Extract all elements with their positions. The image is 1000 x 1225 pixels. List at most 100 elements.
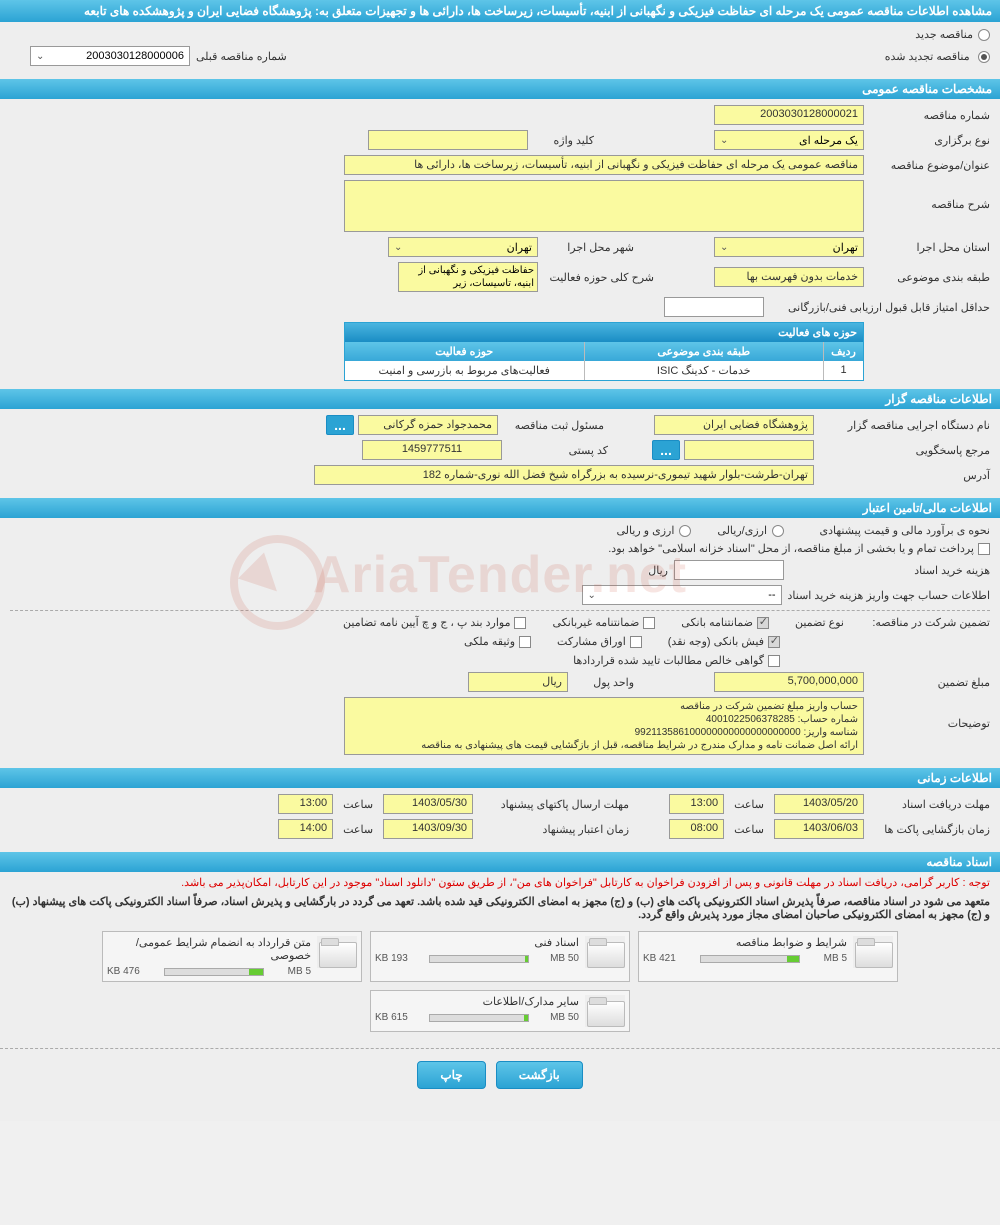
file-box[interactable]: اسناد فنی50 MB193 KB [370, 931, 630, 982]
ellipsis-button[interactable]: ... [652, 440, 680, 460]
col-activity: حوزه فعالیت [345, 342, 584, 361]
cb-bonds[interactable] [630, 636, 642, 648]
cb-cert[interactable] [768, 655, 780, 667]
type-value: یک مرحله ای [799, 134, 858, 147]
field-min-score[interactable] [664, 297, 764, 317]
section-general: مشخصات مناقصه عمومی [0, 79, 1000, 99]
label-time3: ساعت [734, 823, 764, 836]
label-opening: زمان بازگشایی پاکت ها [870, 823, 990, 836]
file-progress: 5 MB476 KB [107, 966, 311, 977]
label-category: طبقه بندی موضوعی [870, 271, 990, 284]
label-time4: ساعت [343, 823, 373, 836]
chevron-down-icon: ⌄ [720, 135, 728, 146]
cell-cat: خدمات - کدینگ ISIC [584, 361, 824, 380]
textarea-notes[interactable]: حساب واریز مبلغ تضمین شرکت در مناقصه شما… [344, 697, 864, 755]
file-title: اسناد فنی [375, 936, 579, 949]
field-subject: مناقصه عمومی یک مرحله ای حفاظت فیزیکی و … [344, 155, 864, 175]
label-receive-deadline: مهلت دریافت اسناد [870, 798, 990, 811]
file-box[interactable]: متن قرارداد به انضمام شرایط عمومی/خصوصی 5… [102, 931, 362, 982]
activities-table: حوزه های فعالیت ردیف طبقه بندی موضوعی حو… [344, 322, 864, 381]
opt-nonbank: ضمانتنامه غیربانکی [552, 617, 639, 629]
file-box[interactable]: شرایط و ضوابط مناقصه 5 MB421 KB [638, 931, 898, 982]
file-title: سایر مدارک/اطلاعات [375, 995, 579, 1008]
field-doc-cost[interactable] [674, 560, 784, 580]
chevron-down-icon: ⌄ [36, 51, 44, 62]
label-rial: ریال [648, 564, 668, 577]
label-type: نوع برگزاری [870, 134, 990, 147]
back-button[interactable]: بازگشت [496, 1061, 583, 1089]
cb-regulation[interactable] [514, 617, 526, 629]
chevron-down-icon: ⌄ [394, 242, 402, 253]
label-keyword: کلید واژه [534, 134, 594, 147]
select-city[interactable]: تهران ⌄ [388, 237, 538, 257]
radio-currency[interactable] [772, 525, 784, 537]
ellipsis-button[interactable]: ... [326, 415, 354, 435]
field-address: تهران-طرشت-بلوار شهید تیموری-نرسیده به ب… [314, 465, 814, 485]
progress-bar [700, 955, 800, 963]
field-responder[interactable] [684, 440, 814, 460]
opt-bank: ضمانتنامه بانکی [681, 617, 753, 629]
cb-cash[interactable] [768, 636, 780, 648]
checkbox-treasury[interactable] [978, 543, 990, 555]
cb-nonbank[interactable] [643, 617, 655, 629]
label-time: ساعت [734, 798, 764, 811]
chevron-down-icon: ⌄ [588, 590, 596, 601]
radio-renewed-tender[interactable] [978, 51, 990, 63]
table-row: 1 خدمات - کدینگ ISIC فعالیت‌های مربوط به… [345, 361, 863, 380]
file-title: شرایط و ضوابط مناقصه [643, 936, 847, 949]
chevron-down-icon: ⌄ [720, 242, 728, 253]
label-notes: توضیحات [870, 697, 990, 730]
field-exec: پژوهشگاه فضایی ایران [654, 415, 814, 435]
file-grid: شرایط و ضوابط مناقصه5 MB421 KBاسناد فنی5… [0, 923, 1000, 1040]
label-responder: مرجع پاسخگویی [820, 444, 990, 457]
select-prev-number[interactable]: 2003030128000006 ⌄ [30, 46, 190, 66]
timing-block: مهلت دریافت اسناد 1403/05/20 ساعت 13:00 … [0, 788, 1000, 850]
opt-cert: گواهی خالص مطالبات تایید شده قراردادها [573, 655, 764, 667]
section-documents: اسناد مناقصه [0, 852, 1000, 872]
status-block: مناقصه جدید مناقصه تجدید شده شماره مناقص… [0, 22, 1000, 77]
field-keyword[interactable] [368, 130, 528, 150]
field-tender-number: 2003030128000021 [714, 105, 864, 125]
label-prev-number: شماره مناقصه قبلی [196, 50, 287, 63]
label-guarantee: تضمین شرکت در مناقصه: [870, 616, 990, 629]
file-box[interactable]: سایر مدارک/اطلاعات50 MB615 KB [370, 990, 630, 1032]
file-size: 193 KB [375, 953, 408, 964]
field-receive-date: 1403/05/20 [774, 794, 864, 814]
label-new-tender: مناقصه جدید [915, 28, 973, 41]
field-validity-time: 14:00 [278, 819, 333, 839]
file-progress: 5 MB421 KB [643, 953, 847, 964]
file-info: سایر مدارک/اطلاعات50 MB615 KB [375, 995, 579, 1023]
label-estimate: نحوه ی برآورد مالی و قیمت پیشنهادی [790, 524, 990, 537]
button-row: بازگشت چاپ [0, 1048, 1000, 1101]
table-head-row: ردیف طبقه بندی موضوعی حوزه فعالیت [345, 342, 863, 361]
opt-property: وثیقه ملکی [464, 636, 515, 648]
file-info: اسناد فنی50 MB193 KB [375, 936, 579, 964]
label-province: استان محل اجرا [870, 241, 990, 254]
label-time2: ساعت [343, 798, 373, 811]
textarea-description[interactable] [344, 180, 864, 232]
select-deposit-account[interactable]: -- ⌄ [582, 585, 782, 605]
label-guarantee-amount: مبلغ تضمین [870, 676, 990, 689]
col-row: ردیف [823, 342, 863, 361]
file-title: متن قرارداد به انضمام شرایط عمومی/خصوصی [107, 936, 311, 962]
radio-currency2[interactable] [679, 525, 691, 537]
section-timing: اطلاعات زمانی [0, 768, 1000, 788]
cb-property[interactable] [519, 636, 531, 648]
label-registrant: مسئول ثبت مناقصه [504, 419, 604, 432]
label-deposit-account: اطلاعات حساب جهت واریز هزینه خرید اسناد [788, 589, 990, 602]
radio-new-tender[interactable] [978, 29, 990, 41]
print-button[interactable]: چاپ [417, 1061, 485, 1089]
select-province[interactable]: تهران ⌄ [714, 237, 864, 257]
label-validity: زمان اعتبار پیشنهاد [479, 823, 629, 836]
folder-icon [585, 995, 625, 1027]
field-postal: 1459777511 [362, 440, 502, 460]
file-info: متن قرارداد به انضمام شرایط عمومی/خصوصی 5… [107, 936, 311, 977]
cb-bank-guarantee[interactable] [757, 617, 769, 629]
opt-bonds: اوراق مشارکت [557, 636, 626, 648]
label-tender-number: شماره مناقصه [870, 109, 990, 122]
select-type[interactable]: یک مرحله ای ⌄ [714, 130, 864, 150]
scroll-activity-desc[interactable]: حفاظت فیزیکی و نگهبانی از ابنیه، تاسیسات… [398, 262, 538, 292]
notice-red: توجه : کاربر گرامی، دریافت اسناد در مهلت… [0, 872, 1000, 893]
label-activity-desc: شرح کلی حوزه فعالیت [544, 271, 654, 284]
field-currency-unit: ریال [468, 672, 568, 692]
